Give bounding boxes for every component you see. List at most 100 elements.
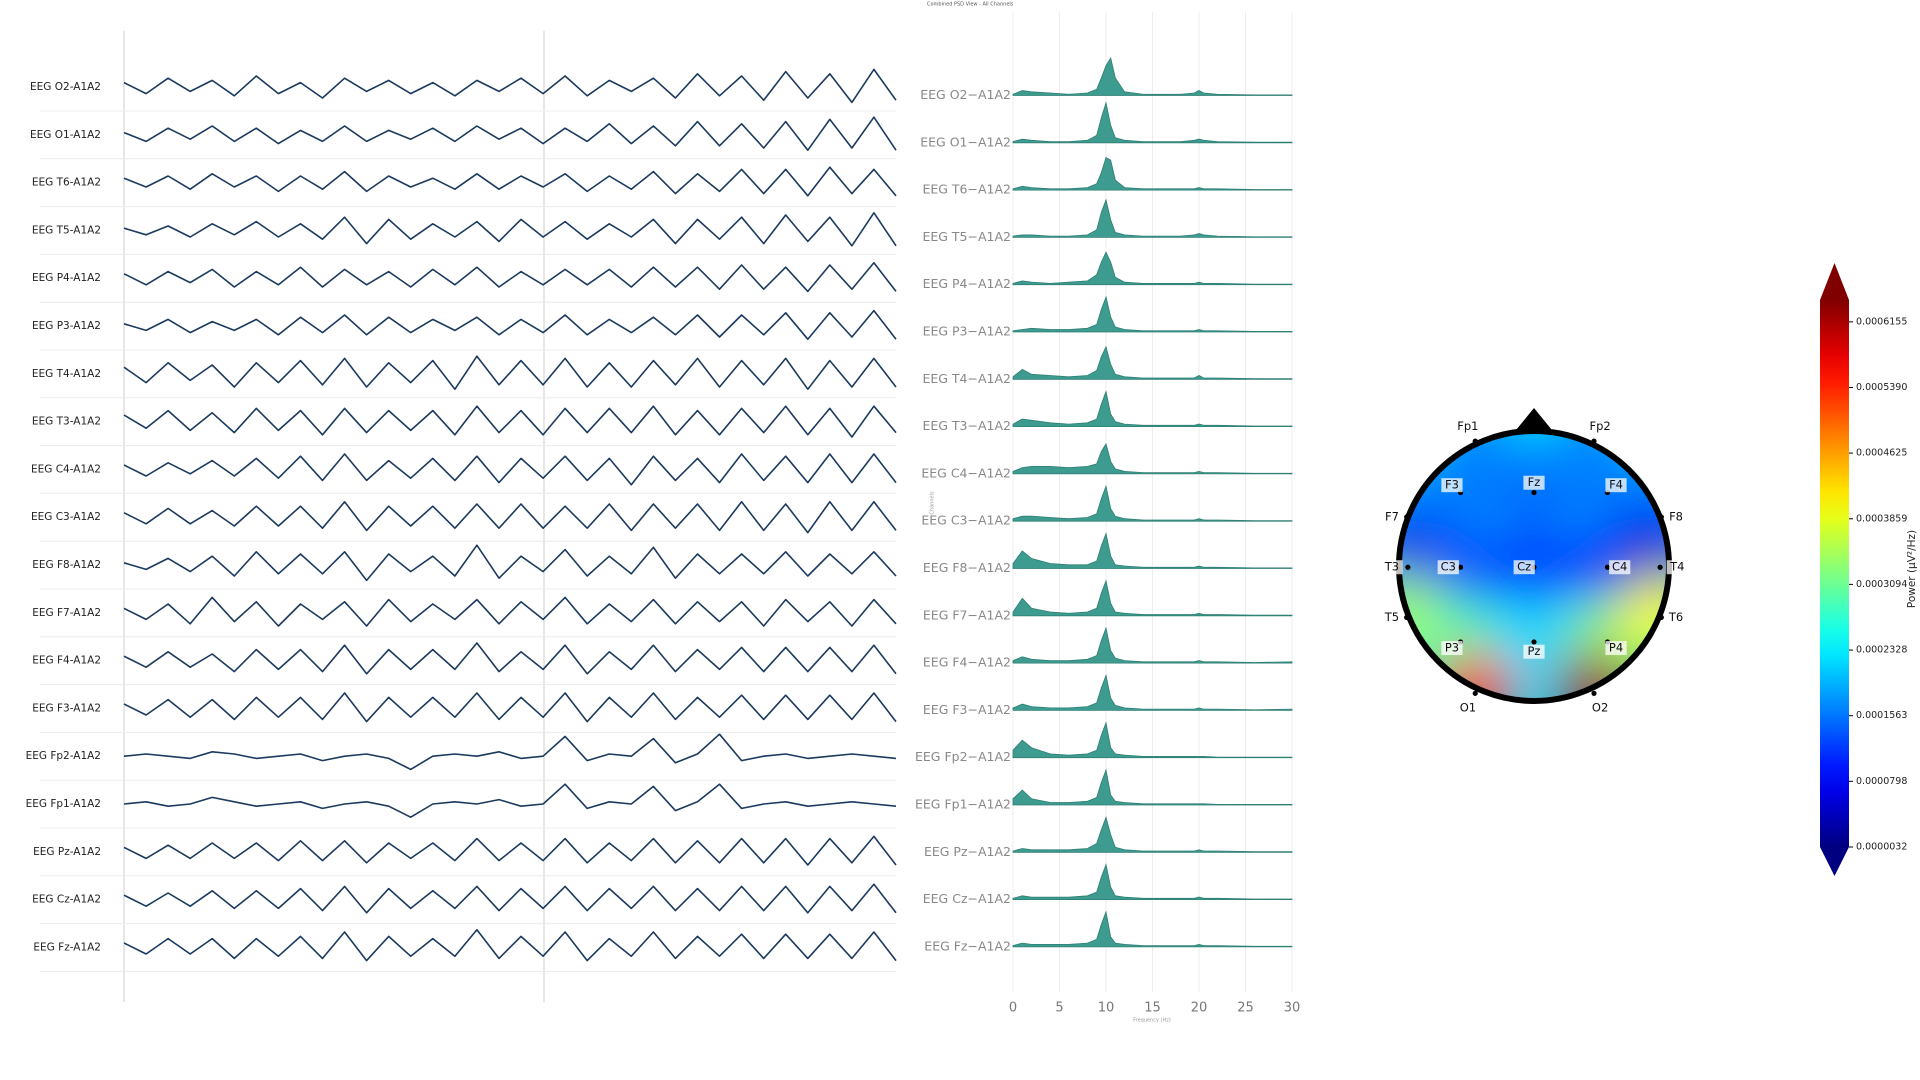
electrode-label: F3 (1445, 478, 1459, 492)
electrode-label: Cz (1517, 560, 1531, 574)
channel-label: EEG Fz−A1A2 (924, 938, 1011, 953)
psd-ridge (1012, 910, 1293, 948)
channel-label: EEG T3−A1A2 (922, 418, 1011, 433)
electrode-label: C3 (1441, 560, 1456, 574)
psd-ridge (1012, 101, 1293, 144)
y-axis-label: Channels (930, 491, 936, 515)
channel-label: EEG T6−A1A2 (922, 182, 1011, 197)
channel-label: EEG F4−A1A2 (923, 655, 1011, 670)
electrode-dot (1472, 690, 1478, 696)
electrode-label: C4 (1612, 560, 1627, 574)
psd-ridge (1012, 815, 1293, 853)
channel-label: EEG F7−A1A2 (923, 607, 1011, 622)
channel-label: EEG Pz-A1A2 (33, 846, 101, 858)
eeg-trace (123, 501, 897, 534)
colorbar-extend-top (1820, 263, 1849, 300)
electrode-label: Fz (1528, 475, 1541, 489)
colorbar-tick-label: 0.0002328 (1856, 645, 1907, 656)
x-axis-label: Frequency (Hz) (1133, 1018, 1171, 1024)
psd-ridge (1012, 390, 1293, 427)
x-tick-label: 10 (1098, 1001, 1115, 1016)
eeg-trace (123, 453, 897, 486)
eeg-trace (123, 642, 897, 675)
electrode-label: O2 (1592, 701, 1608, 715)
electrode-dot (1405, 564, 1411, 570)
electrode-dot (1591, 690, 1597, 696)
eeg-trace (123, 262, 897, 293)
colorbar-tick-label: 0.0001563 (1856, 710, 1907, 721)
channel-label: EEG F7-A1A2 (32, 607, 101, 619)
channel-label: EEG O1-A1A2 (30, 129, 101, 141)
electrode-label: P4 (1609, 641, 1623, 655)
psd-ridge (1012, 673, 1293, 711)
electrode-label: Pz (1528, 644, 1541, 658)
channel-label: EEG Fp1-A1A2 (26, 798, 101, 810)
electrode-label: F8 (1669, 510, 1683, 524)
eeg-trace (123, 166, 897, 197)
electrode-dot (1591, 438, 1597, 444)
x-tick-label: 0 (1009, 1001, 1017, 1016)
psd-ridge (1012, 484, 1293, 522)
channel-label: EEG F3−A1A2 (923, 702, 1011, 717)
psd-ridge (1012, 442, 1293, 475)
label-box (1381, 560, 1403, 575)
psd-ridge (1012, 532, 1293, 569)
electrode-label: T3 (1384, 560, 1399, 574)
channel-label: EEG T4-A1A2 (32, 368, 101, 380)
colorbar-tick-label: 0.0005390 (1856, 382, 1907, 393)
channel-label: EEG Pz−A1A2 (924, 844, 1011, 859)
electrode-dot (1657, 564, 1663, 570)
electrode-label: O1 (1460, 701, 1476, 715)
electrode-label: P3 (1445, 641, 1459, 655)
electrode-dot (1457, 564, 1464, 570)
eeg-trace (123, 733, 897, 771)
channel-label: EEG T4−A1A2 (922, 371, 1011, 386)
colorbar-tick-label: 0.0000798 (1856, 776, 1907, 787)
channel-label: EEG Fz-A1A2 (33, 941, 101, 953)
colorbar-tick-label: 0.0003094 (1856, 579, 1907, 590)
x-tick-label: 15 (1144, 1001, 1161, 1016)
x-tick-label: 30 (1284, 1001, 1301, 1016)
channel-label: EEG P3-A1A2 (32, 320, 101, 332)
psd-ridge (1012, 251, 1293, 286)
channel-label: EEG O2-A1A2 (30, 81, 101, 93)
channel-label: EEG C4−A1A2 (921, 465, 1011, 480)
eeg-trace (123, 783, 897, 818)
channel-label: EEG Cz−A1A2 (923, 891, 1011, 906)
label-box (1605, 478, 1627, 493)
colorbar (1820, 300, 1849, 847)
label-box (1666, 560, 1688, 575)
x-tick-label: 20 (1191, 1001, 1208, 1016)
psd-ridge (1012, 198, 1293, 238)
channel-label: EEG Fp2-A1A2 (26, 750, 101, 762)
eeg-trace (123, 309, 897, 340)
channel-label: EEG O1−A1A2 (920, 134, 1011, 149)
eeg-trace (123, 68, 897, 104)
channel-label: EEG P3−A1A2 (923, 324, 1011, 339)
channel-label: EEG F3-A1A2 (32, 702, 101, 714)
colorbar-extend-bottom (1820, 847, 1849, 876)
channel-label: EEG T6-A1A2 (32, 177, 101, 189)
label-box (1605, 641, 1627, 656)
eeg-trace (123, 355, 897, 390)
eeg-trace (123, 544, 897, 582)
electrode-dot (1404, 614, 1410, 621)
x-tick-label: 5 (1055, 1001, 1063, 1016)
channel-label: EEG T3-A1A2 (32, 416, 101, 428)
channel-label: EEG Fp1−A1A2 (915, 797, 1011, 812)
electrode-dot (1658, 514, 1664, 520)
channel-label: EEG F8-A1A2 (32, 559, 101, 571)
psd-ridge (1012, 345, 1293, 380)
electrode-label: Fp1 (1457, 419, 1478, 433)
channel-label: EEG P4−A1A2 (923, 276, 1011, 291)
channel-label: EEG T5−A1A2 (922, 229, 1011, 244)
label-box (1523, 475, 1545, 490)
channel-label: EEG T5-A1A2 (32, 224, 101, 236)
colorbar-tick-label: 0.0006155 (1856, 316, 1907, 327)
eeg-trace (123, 883, 897, 914)
channel-label: EEG P4-A1A2 (32, 272, 101, 284)
psd-ridge (1012, 56, 1293, 96)
electrode-dot (1604, 564, 1611, 570)
